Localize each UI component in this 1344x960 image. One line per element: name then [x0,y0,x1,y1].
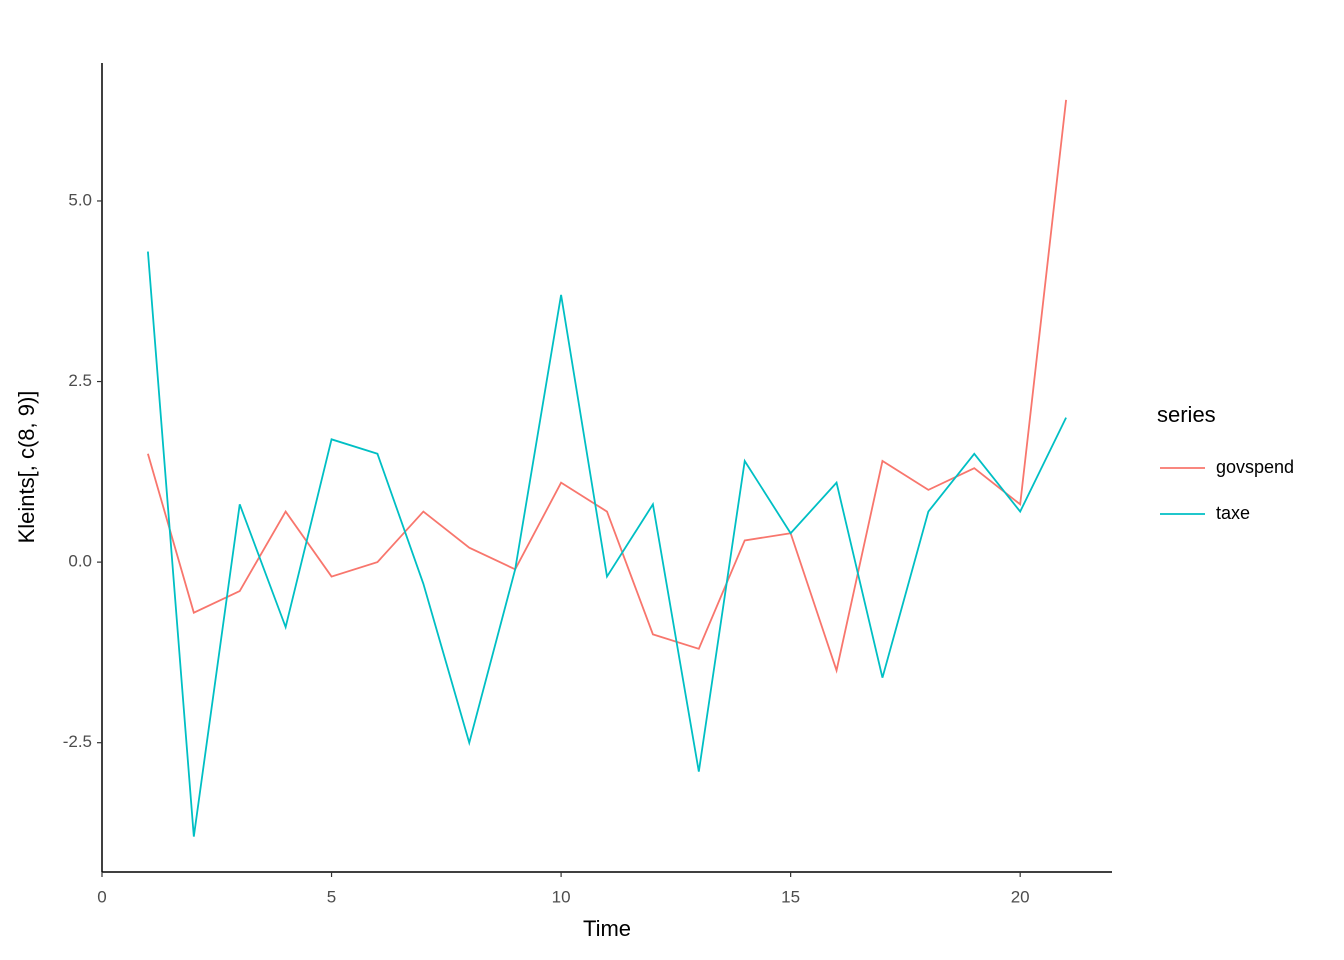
y-tick-label: 5.0 [68,190,92,209]
x-tick-label: 10 [552,887,571,906]
legend-title: series [1157,402,1216,427]
x-tick-label: 0 [97,887,106,906]
x-axis-title: Time [583,916,631,941]
x-tick-label: 15 [781,887,800,906]
y-tick-label: 2.5 [68,371,92,390]
y-tick-label: 0.0 [68,552,92,571]
series-line [147,99,1067,674]
legend-label: govspend [1216,457,1294,477]
x-tick-label: 5 [327,887,336,906]
legend-label: taxe [1216,503,1250,523]
y-tick-label: -2.5 [63,732,92,751]
x-tick-label: 20 [1011,887,1030,906]
series-line [147,251,1067,837]
y-axis-title: Kleints[, c(8, 9)] [14,391,39,544]
